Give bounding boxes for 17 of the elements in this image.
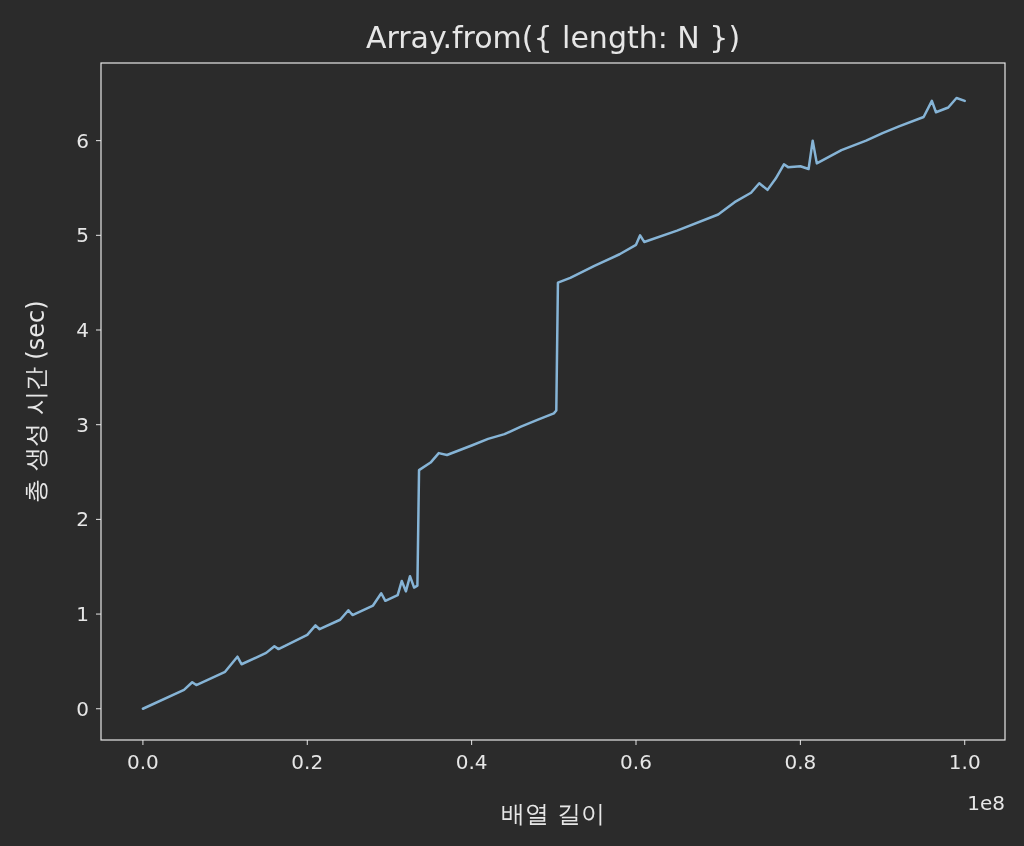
- x-axis-title: 배열 길이: [501, 800, 605, 828]
- x-tick-label: 0.2: [291, 750, 324, 774]
- y-tick-label: 3: [76, 412, 89, 437]
- y-tick-label: 0: [76, 696, 89, 721]
- chart-title: Array.from({ length: N }): [365, 20, 741, 55]
- x-tick-label: 0.0: [127, 750, 159, 774]
- y-tick-label: 2: [76, 507, 89, 532]
- x-tick-label: 0.6: [620, 750, 652, 774]
- text: 1e8: [967, 791, 1005, 815]
- y-axis-title: 총 생성 시간 (sec): [22, 300, 50, 503]
- x-tick-label: 0.8: [784, 750, 817, 774]
- y-tick-label: 1: [76, 602, 89, 627]
- y-tick-label: 4: [76, 318, 89, 343]
- y-tick-label: 5: [76, 223, 89, 248]
- x-tick-label: 0.4: [455, 750, 488, 774]
- y-tick-label: 6: [76, 128, 89, 153]
- x-tick-label: 1.0: [948, 750, 981, 774]
